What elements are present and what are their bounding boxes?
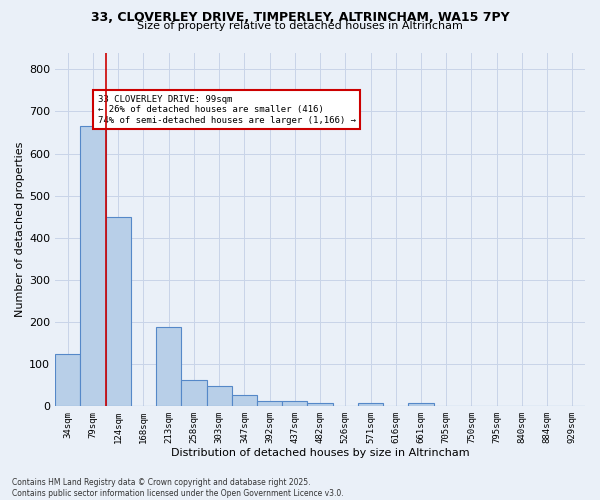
Bar [358,403,383,406]
Bar [55,354,80,406]
Bar [181,380,206,406]
Text: Size of property relative to detached houses in Altrincham: Size of property relative to detached ho… [137,21,463,31]
Y-axis label: Number of detached properties: Number of detached properties [15,142,25,317]
Bar [106,216,131,406]
Bar [409,404,434,406]
Text: Contains HM Land Registry data © Crown copyright and database right 2025.
Contai: Contains HM Land Registry data © Crown c… [12,478,344,498]
Bar [232,395,257,406]
Text: 33, CLOVERLEY DRIVE, TIMPERLEY, ALTRINCHAM, WA15 7PY: 33, CLOVERLEY DRIVE, TIMPERLEY, ALTRINCH… [91,11,509,24]
X-axis label: Distribution of detached houses by size in Altrincham: Distribution of detached houses by size … [171,448,469,458]
Bar [282,401,307,406]
Bar [156,328,181,406]
Bar [307,403,332,406]
Bar [206,386,232,406]
Bar [80,126,106,406]
Text: 33 CLOVERLEY DRIVE: 99sqm
← 26% of detached houses are smaller (416)
74% of semi: 33 CLOVERLEY DRIVE: 99sqm ← 26% of detac… [98,95,356,124]
Bar [257,401,282,406]
